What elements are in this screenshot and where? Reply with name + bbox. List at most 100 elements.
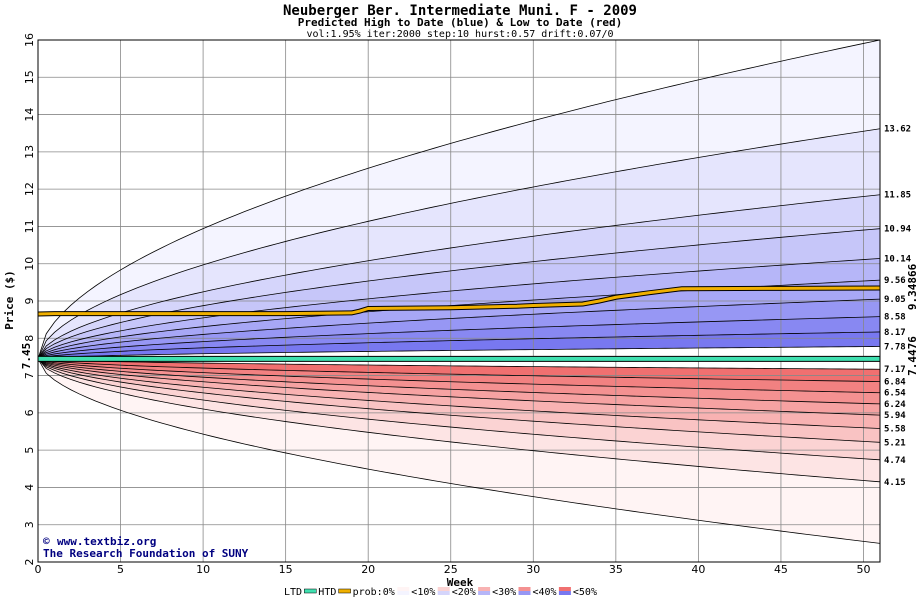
low-band-6 — [38, 358, 880, 460]
end-value-label: 10.14 — [884, 254, 912, 264]
chart-params: vol:1.95% iter:2000 step:10 hurst:0.57 d… — [306, 29, 613, 40]
end-value-label: 6.24 — [884, 400, 906, 410]
chart-title: Neuberger Ber. Intermediate Muni. F - 20… — [283, 3, 637, 19]
x-tick-label: 40 — [691, 563, 705, 576]
y-tick-labels: 2 3 4 5 6 7 8 9 10 11 12 13 14 15 16 — [23, 33, 36, 566]
quantile-line-60% — [38, 298, 880, 360]
low-band-7 — [38, 358, 880, 482]
quantile-line-40% — [38, 258, 880, 360]
y-tick-label: 10 — [23, 257, 36, 271]
credit-org: The Research Foundation of SUNY — [43, 547, 249, 560]
y-tick-label: 13 — [23, 145, 36, 159]
x-tick-label: 10 — [196, 563, 210, 576]
legend-b40-label: <40% — [533, 587, 557, 598]
grid — [38, 40, 880, 562]
end-value-label: 5.21 — [884, 438, 906, 448]
end-value-label: 7.17 — [884, 365, 906, 375]
low-band-5 — [38, 358, 880, 443]
x-tick-label: 15 — [279, 563, 293, 576]
quantile-line-20% — [38, 194, 880, 360]
quantile-line-50% — [38, 358, 880, 416]
x-tick-label: 0 — [35, 563, 42, 576]
high-band-1 — [38, 128, 880, 359]
y-tick-label: 6 — [23, 409, 36, 416]
credits: © www.textbiz.org The Research Foundatio… — [43, 535, 249, 560]
legend-htd-swatch — [338, 588, 351, 594]
legend-b50-label: <50% — [573, 587, 597, 598]
low-band-3 — [38, 358, 880, 416]
end-value-label: 8.17 — [884, 328, 906, 338]
quantile-line-30% — [38, 358, 880, 443]
x-tick-label: 20 — [361, 563, 375, 576]
y-axis-label: Price ($) — [3, 270, 16, 330]
y-tick-label: 3 — [23, 521, 36, 528]
y-tick-label: 4 — [23, 484, 36, 491]
low-band-2 — [38, 358, 880, 404]
end-labels: 13.62 11.85 10.94 10.14 9.56 9.05 8.58 8.17 7.78… — [884, 125, 912, 488]
series-lines — [37, 285, 881, 362]
legend-ltd-label: LTD — [284, 587, 302, 598]
end-value-label: 13.62 — [884, 125, 911, 135]
legend-b30-label: <30% — [492, 587, 516, 598]
high-band-4 — [38, 258, 880, 359]
x-axis-label: Week — [447, 576, 474, 589]
y-tick-label: 11 — [23, 219, 36, 233]
low-band-4 — [38, 358, 880, 429]
start-price-label: 7.45 — [20, 343, 33, 370]
legend-swatch-low-b40 — [518, 587, 531, 591]
x-tick-label: 35 — [609, 563, 623, 576]
x-tick-label: 45 — [774, 563, 788, 576]
y-tick-label: 5 — [23, 447, 36, 454]
legend-swatch-low-b10 — [397, 587, 410, 591]
quantile-line-80% — [38, 331, 880, 360]
quantile-line-70% — [38, 358, 880, 394]
high-band-0 — [38, 40, 880, 359]
htd-line — [37, 286, 881, 316]
y-tick-label: 7 — [23, 372, 36, 379]
y-tick-label: 16 — [23, 33, 36, 47]
legend: LTD HTD prob:0% <10% <20% <30% <40% <50% — [284, 587, 597, 598]
quantile-line-90% — [38, 346, 880, 360]
high-band-2 — [38, 194, 880, 359]
plot-frame — [37, 39, 881, 563]
ltd-end-label: 7.4476 — [906, 336, 919, 376]
high-band-5 — [38, 280, 880, 359]
legend-htd-label: HTD — [318, 587, 336, 598]
high-band-7 — [38, 316, 880, 359]
end-value-label: 11.85 — [884, 191, 911, 201]
quantile-line-30% — [38, 228, 880, 360]
legend-b20-label: <20% — [452, 587, 476, 598]
legend-swatch-low-b50 — [558, 587, 571, 591]
end-value-label: 7.78 — [884, 342, 906, 352]
end-value-label: 8.58 — [884, 313, 906, 323]
y-tick-label: 15 — [23, 70, 36, 84]
x-tick-labels: 0 5 10 15 20 25 30 35 40 45 50 — [35, 563, 871, 576]
end-value-label: 9.56 — [884, 276, 906, 286]
quantile-line-60% — [38, 358, 880, 405]
legend-swatch-low-b30 — [478, 587, 491, 591]
legend-swatch-high-b20 — [437, 591, 450, 595]
quantile-line-10% — [38, 128, 880, 359]
quantile-line-20% — [38, 358, 880, 461]
y-tick-label: 8 — [23, 335, 36, 342]
quantile-line-90% — [38, 358, 880, 370]
low-band-8 — [38, 358, 880, 544]
x-tick-label: 50 — [856, 563, 870, 576]
legend-swatch-high-b40 — [518, 591, 531, 595]
end-value-label: 10.94 — [884, 225, 912, 235]
high-band-3 — [38, 228, 880, 359]
quantile-line-80% — [38, 358, 880, 382]
x-tick-label: 25 — [444, 563, 458, 576]
legend-b10-label: <10% — [411, 587, 435, 598]
end-value-label: 5.94 — [884, 411, 906, 421]
end-value-label: 5.58 — [884, 425, 906, 435]
legend-swatch-high-b30 — [478, 591, 491, 595]
y-tick-label: 12 — [23, 182, 36, 196]
x-tick-label: 5 — [117, 563, 124, 576]
y-tick-label: 2 — [23, 559, 36, 566]
x-tick-label: 30 — [526, 563, 540, 576]
y-tick-label: 9 — [23, 298, 36, 305]
legend-prob-label: prob:0% — [353, 587, 395, 598]
htd-end-label: 9.34866 — [906, 263, 919, 310]
